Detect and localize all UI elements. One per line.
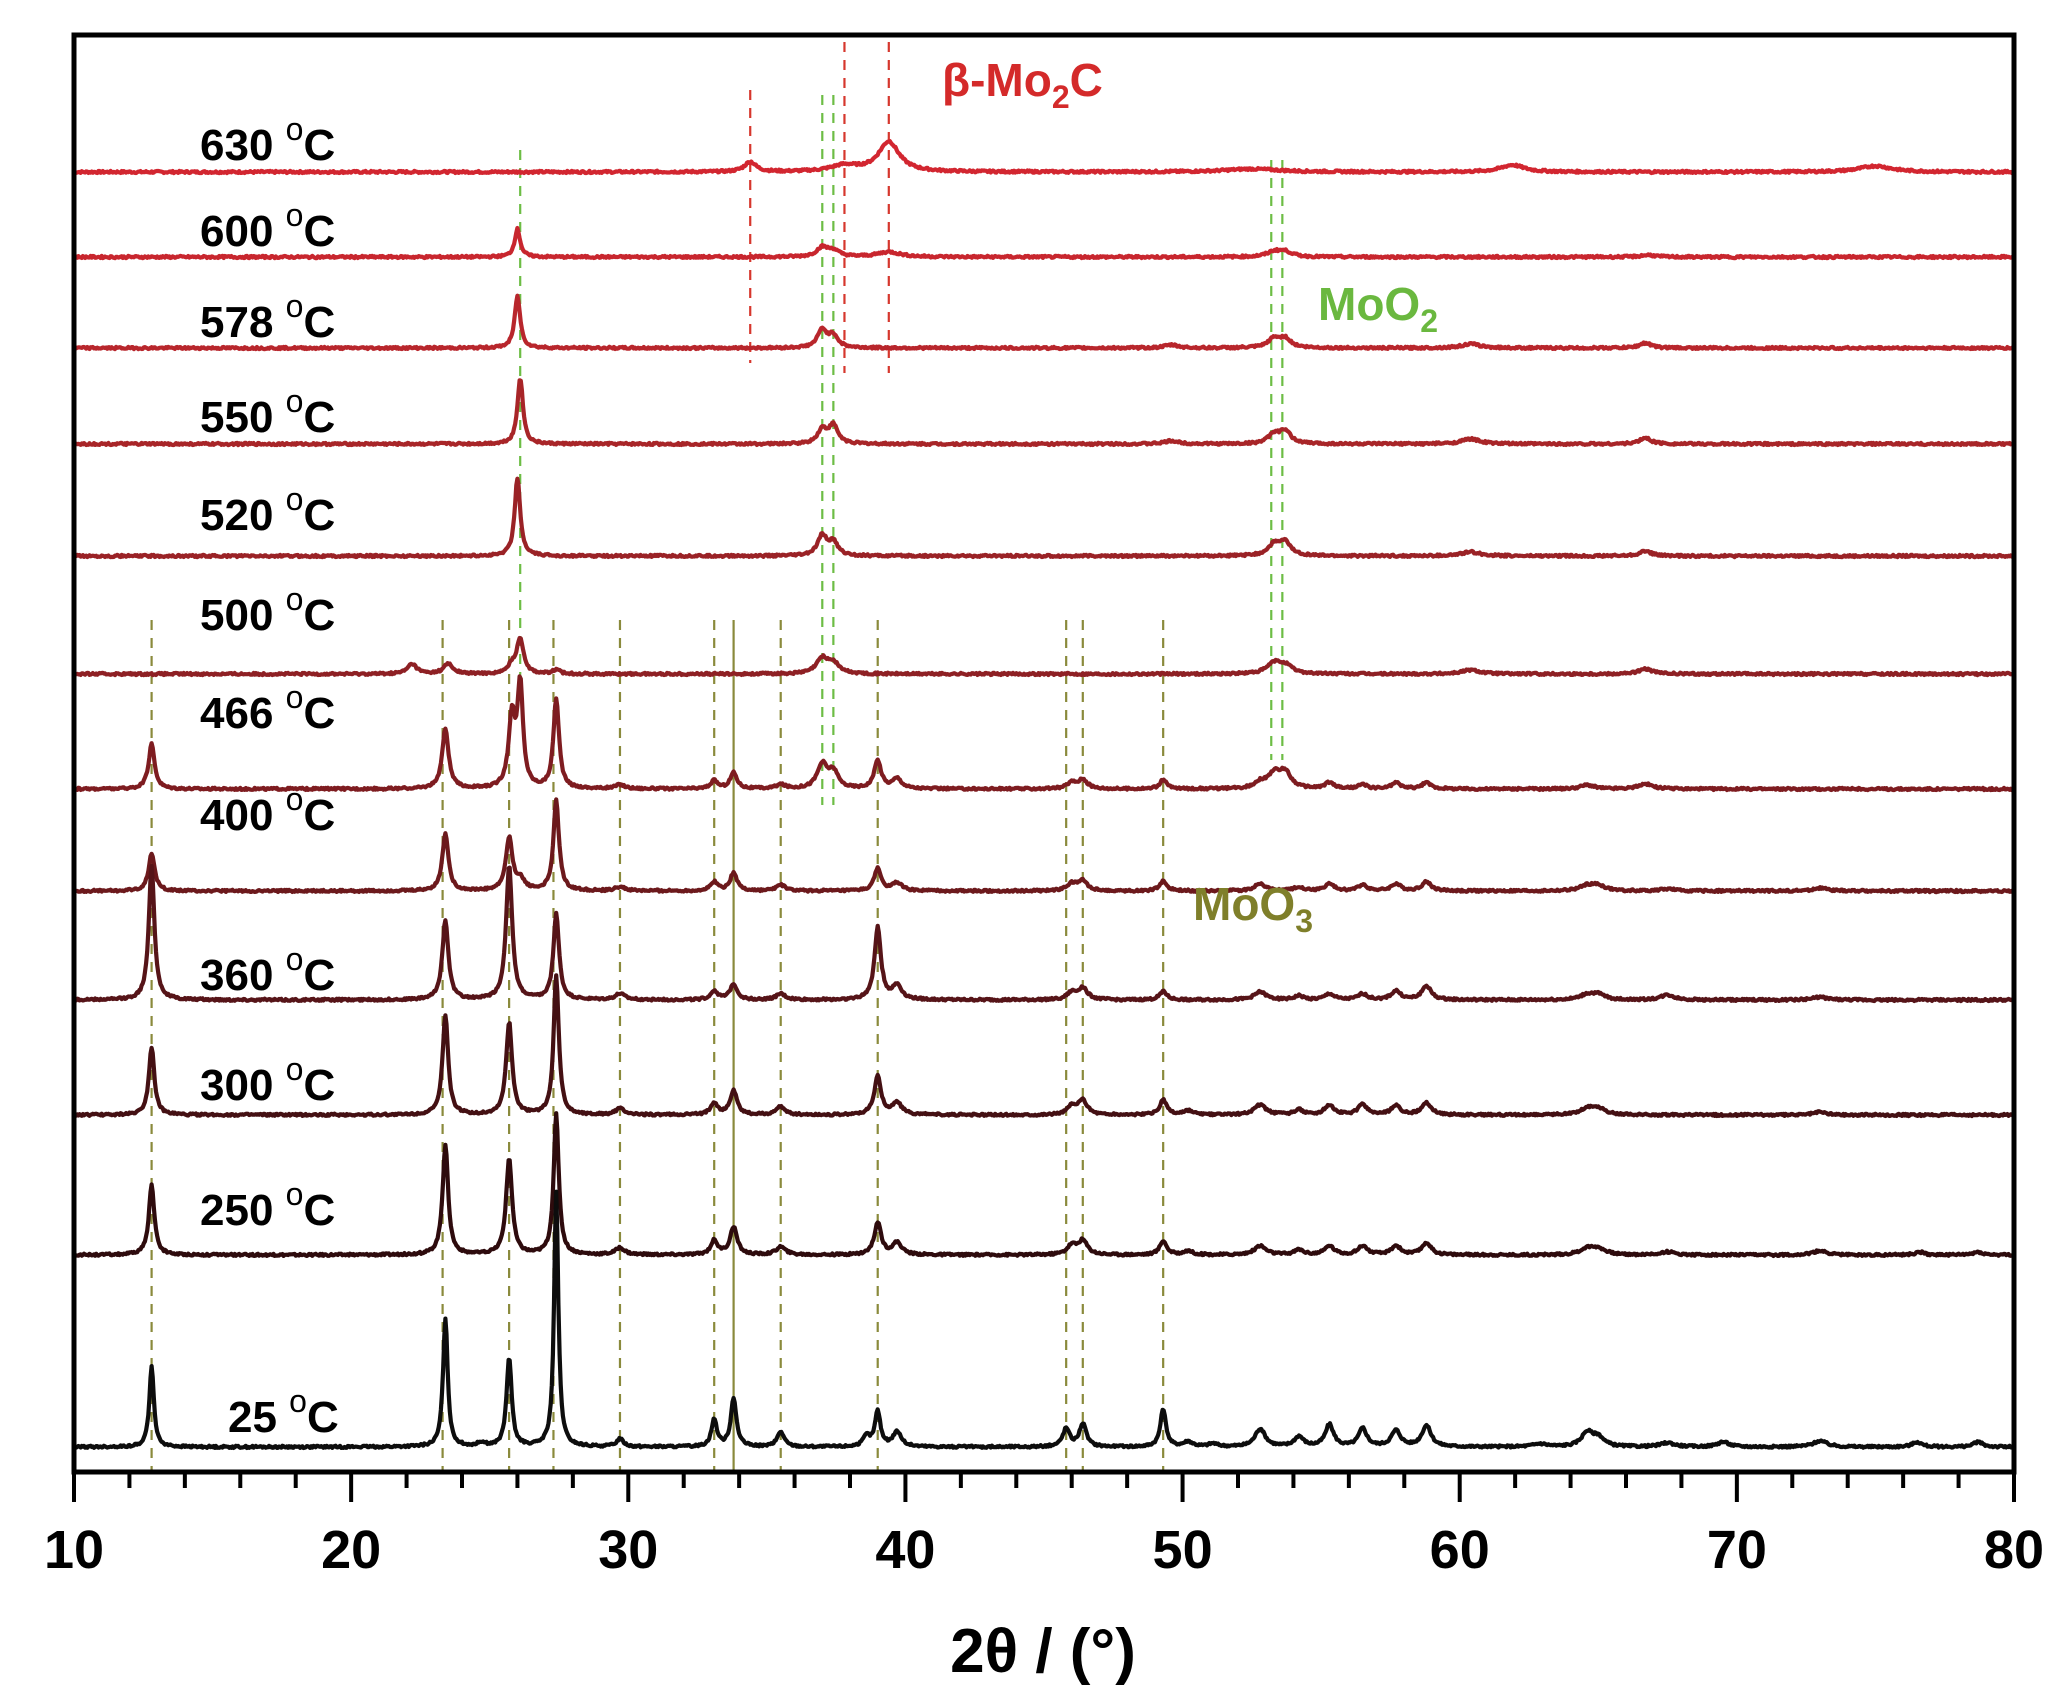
- x-axis-ticks: 10 20 30 40 50 60 70 80: [44, 1472, 2044, 1580]
- series-label-400: 400 oC: [200, 781, 335, 840]
- xrd-trace-550: [73, 378, 2016, 448]
- xrd-trace-250: [73, 1111, 2016, 1258]
- series-label-466: 466 oC: [200, 679, 335, 738]
- x-tick-label: 40: [875, 1520, 935, 1580]
- series-label-250: 250 oC: [200, 1176, 335, 1235]
- plot-border: [71, 32, 2017, 1475]
- xrd-trace-630: [73, 139, 2015, 176]
- xrd-trace-400: [72, 797, 2015, 895]
- series-label-300: 300 oC: [200, 1051, 335, 1110]
- x-tick-label: 70: [1707, 1520, 1767, 1580]
- x-tick-label: 50: [1153, 1520, 1213, 1580]
- x-tick-label: 30: [598, 1520, 658, 1580]
- xrd-trace-578: [72, 293, 2016, 352]
- xrd-trace-520: [73, 476, 2015, 560]
- x-tick-label: 80: [1984, 1520, 2044, 1580]
- xrd-trace-500: [73, 635, 2016, 678]
- x-tick-label: 60: [1430, 1520, 1490, 1580]
- series-label-520: 520 oC: [200, 481, 335, 540]
- moo2-label: MoO2: [1318, 278, 1438, 339]
- xrd-trace-300: [73, 973, 2015, 1119]
- xrd-traces: [72, 139, 2016, 1451]
- series-label-500: 500 oC: [200, 581, 335, 640]
- moo3-label: MoO3: [1193, 878, 1313, 939]
- series-label-360: 360 oC: [200, 941, 335, 1000]
- beta-mo2c-label: β-Mo2C: [942, 54, 1103, 115]
- xrd-trace-25: [73, 1189, 2015, 1451]
- x-tick-label: 10: [44, 1520, 104, 1580]
- xrd-trace-600: [72, 225, 2015, 261]
- series-labels: 630 oC 600 oC 578 oC 550 oC 520 oC 500 oC 466 …: [200, 111, 339, 1442]
- series-label-600: 600 oC: [200, 197, 335, 256]
- x-tick-label: 20: [321, 1520, 381, 1580]
- series-label-25: 25 oC: [228, 1383, 339, 1442]
- series-label-550: 550 oC: [200, 383, 335, 442]
- x-axis-title: 2θ / (°): [950, 1617, 1136, 1686]
- series-label-578: 578 oC: [200, 288, 335, 347]
- series-label-630: 630 oC: [200, 111, 335, 170]
- xrd-trace-466: [73, 674, 2015, 793]
- xrd-trace-360: [73, 863, 2016, 1004]
- plot-frame: [71, 32, 2017, 1475]
